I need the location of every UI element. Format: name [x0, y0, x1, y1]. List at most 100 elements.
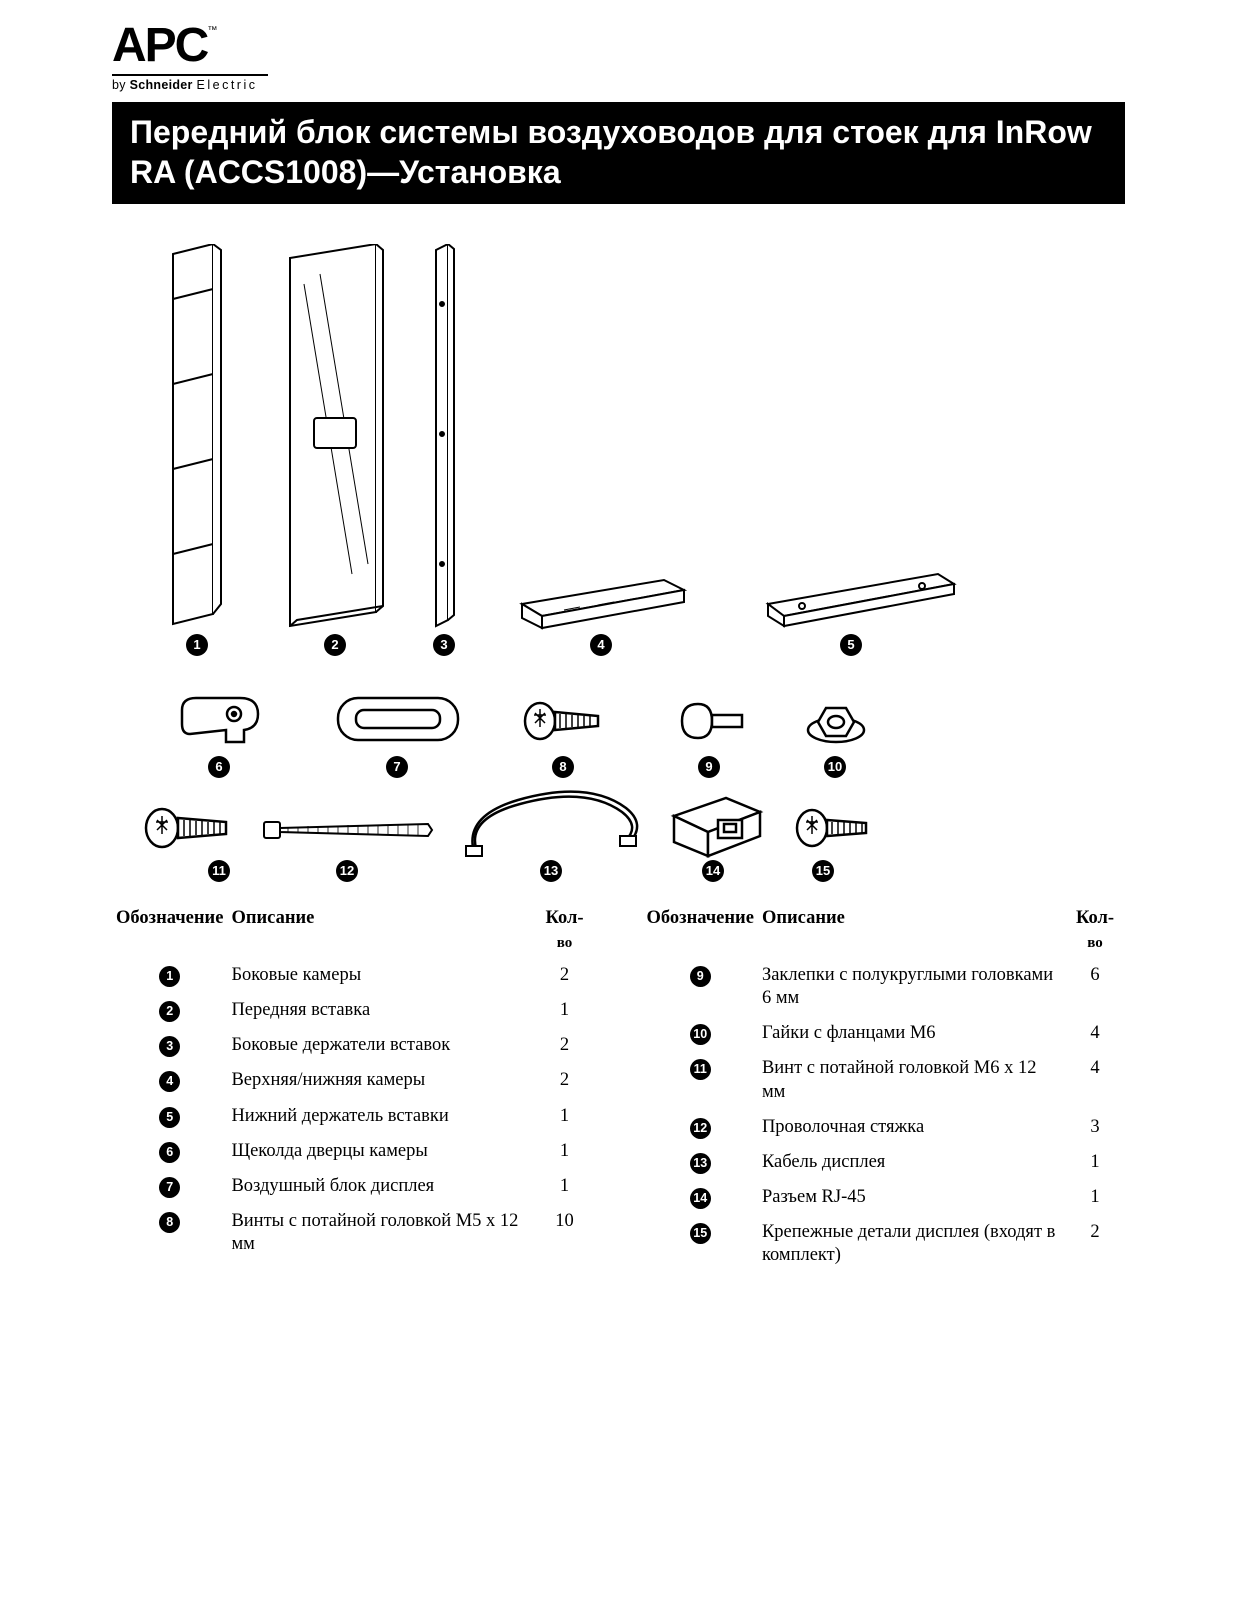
num-bubble: 3 [159, 1036, 180, 1057]
th-qty-sub: во [535, 935, 595, 958]
cell-qty: 4 [1065, 1051, 1125, 1109]
th-item: Обозначение [112, 908, 227, 935]
cell-num: 10 [643, 1016, 758, 1051]
callout-2: 2 [324, 634, 346, 656]
cell-num: 4 [112, 1063, 227, 1098]
table-row: 10 Гайки с фланцами M64 [643, 1016, 1126, 1051]
cell-num: 13 [643, 1145, 758, 1180]
logo-rule [112, 74, 268, 76]
table-row: 4 Верхняя/нижняя камеры2 [112, 1063, 595, 1098]
tbody-right: 9Заклепки с полукруглыми головками 6 мм6… [643, 958, 1126, 1273]
cell-num: 3 [112, 1028, 227, 1063]
th-qty-sub: во [1065, 935, 1125, 958]
table-row: 2Передняя вставка1 [112, 993, 595, 1028]
cell-qty: 2 [535, 958, 595, 993]
table-row: 9Заклепки с полукруглыми головками 6 мм6 [643, 958, 1126, 1016]
cell-num: 7 [112, 1169, 227, 1204]
num-bubble: 2 [159, 1001, 180, 1022]
logo-byline-spaced: Electric [197, 78, 258, 92]
page: APC™ by Schneider Electric Передний блок… [0, 0, 1237, 1600]
callout-5: 5 [840, 634, 862, 656]
cell-qty: 1 [535, 1099, 595, 1134]
callout-7: 7 [386, 756, 408, 778]
cell-desc: Разъем RJ-45 [758, 1180, 1065, 1215]
part-2-icon [280, 244, 390, 629]
part-8-icon [520, 694, 610, 748]
table-row: 7 Воздушный блок дисплея1 [112, 1169, 595, 1204]
cell-num: 11 [643, 1051, 758, 1109]
parts-table-left: Обозначение Описание Кол- во 1Боковые ка… [112, 908, 595, 1273]
part-13-icon [458, 786, 648, 864]
num-bubble: 12 [690, 1118, 711, 1139]
cell-qty: 1 [535, 993, 595, 1028]
cell-qty: 1 [1065, 1180, 1125, 1215]
table-row: 11Винт с потайной головкой M6 x 12 мм4 [643, 1051, 1126, 1109]
part-12-icon [258, 810, 438, 850]
cell-qty: 4 [1065, 1016, 1125, 1051]
part-6-icon [172, 688, 272, 754]
callout-1: 1 [186, 634, 208, 656]
table-row: 14 Разъем RJ-451 [643, 1180, 1126, 1215]
title-bar: Передний блок системы воздуховодов для с… [112, 102, 1125, 204]
title-text: Передний блок системы воздуховодов для с… [130, 114, 1092, 190]
table-row: 12Проволочная стяжка3 [643, 1110, 1126, 1145]
logo-byline: by Schneider Electric [112, 78, 1125, 92]
cell-qty: 3 [1065, 1110, 1125, 1145]
callout-3: 3 [433, 634, 455, 656]
callout-8: 8 [552, 756, 574, 778]
logo-byline-prefix: by [112, 78, 130, 92]
table-left: Обозначение Описание Кол- во 1Боковые ка… [112, 908, 595, 1262]
table-row: 8Винты с потайной головкой M5 x 12 мм10 [112, 1204, 595, 1262]
part-14-icon [660, 790, 770, 862]
table-row: 6 Щеколда дверцы камеры1 [112, 1134, 595, 1169]
cell-desc: Кабель дисплея [758, 1145, 1065, 1180]
parts-diagram: 1 2 3 [112, 244, 1125, 904]
cell-qty: 1 [535, 1134, 595, 1169]
part-10-icon [802, 692, 870, 750]
num-bubble: 6 [159, 1142, 180, 1163]
num-bubble: 14 [690, 1188, 711, 1209]
cell-desc: Гайки с фланцами M6 [758, 1016, 1065, 1051]
part-5-icon [762, 570, 962, 630]
num-bubble: 8 [159, 1212, 180, 1233]
part-15-icon [792, 800, 877, 856]
tbody-left: 1Боковые камеры22Передняя вставка1 3 Боков… [112, 958, 595, 1262]
cell-desc: Щеколда дверцы камеры [227, 1134, 534, 1169]
table-row: 5 Нижний держатель вставки1 [112, 1099, 595, 1134]
cell-qty: 10 [535, 1204, 595, 1262]
table-row: 13Кабель дисплея1 [643, 1145, 1126, 1180]
part-4-icon [514, 574, 694, 634]
cell-desc: Боковые держатели вставок [227, 1028, 534, 1063]
parts-table-right: Обозначение Описание Кол- во 9Заклепки с… [643, 908, 1126, 1273]
callout-9: 9 [698, 756, 720, 778]
num-bubble: 5 [159, 1107, 180, 1128]
table-row: 1Боковые камеры2 [112, 958, 595, 993]
callout-15: 15 [812, 860, 834, 882]
cell-desc: Крепежные детали дисплея (входят в компл… [758, 1215, 1065, 1273]
part-1-icon [167, 244, 227, 629]
th-item: Обозначение [643, 908, 758, 935]
num-bubble: 9 [690, 966, 711, 987]
th-qty: Кол- [535, 908, 595, 935]
cell-qty: 2 [535, 1063, 595, 1098]
cell-desc: Винт с потайной головкой M6 x 12 мм [758, 1051, 1065, 1109]
num-bubble: 4 [159, 1071, 180, 1092]
logo-block: APC™ by Schneider Electric [112, 22, 1125, 92]
cell-num: 9 [643, 958, 758, 1016]
callout-11: 11 [208, 860, 230, 882]
cell-qty: 1 [535, 1169, 595, 1204]
cell-desc: Нижний держатель вставки [227, 1099, 534, 1134]
part-7-icon [328, 688, 468, 754]
callout-10: 10 [824, 756, 846, 778]
table-row: 3Боковые держатели вставок2 [112, 1028, 595, 1063]
num-bubble: 13 [690, 1153, 711, 1174]
table-right: Обозначение Описание Кол- во 9Заклепки с… [643, 908, 1126, 1273]
cell-desc: Воздушный блок дисплея [227, 1169, 534, 1204]
part-9-icon [672, 694, 752, 748]
num-bubble: 10 [690, 1024, 711, 1045]
table-row: 15Крепежные детали дисплея (входят в ком… [643, 1215, 1126, 1273]
callout-13: 13 [540, 860, 562, 882]
cell-desc: Верхняя/нижняя камеры [227, 1063, 534, 1098]
num-bubble: 7 [159, 1177, 180, 1198]
cell-num: 5 [112, 1099, 227, 1134]
